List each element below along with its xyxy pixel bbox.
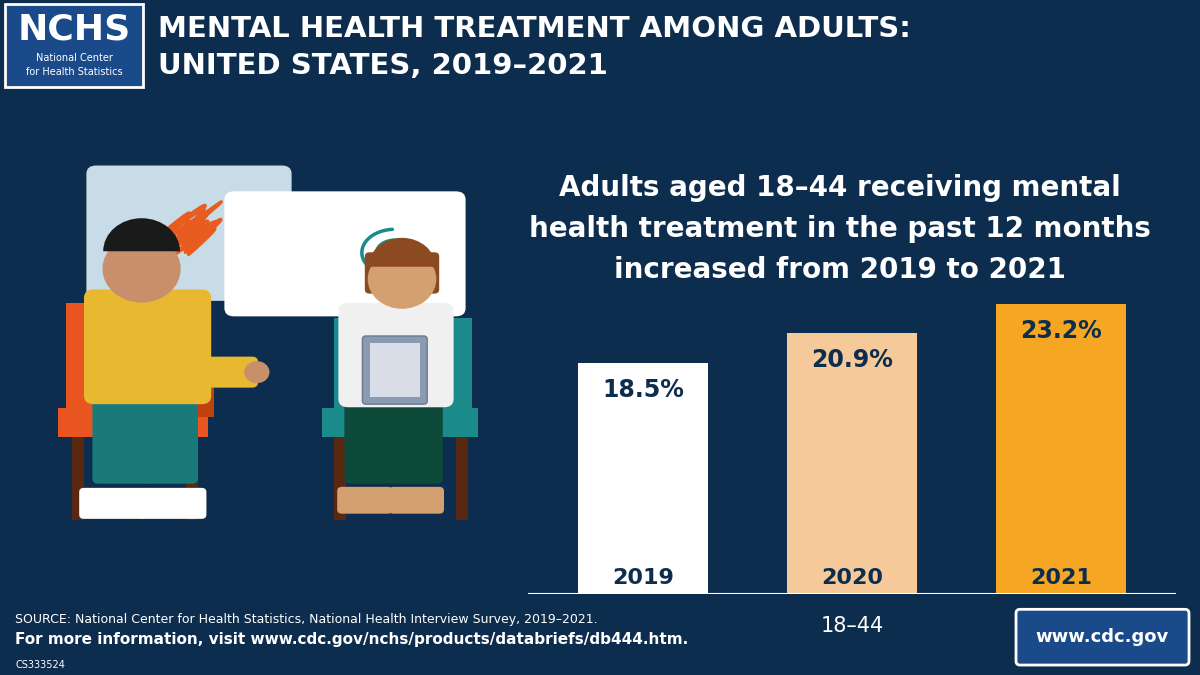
Text: Adults aged 18–44 receiving mental
health treatment in the past 12 months
increa: Adults aged 18–44 receiving mental healt… [529,173,1151,284]
FancyBboxPatch shape [84,290,211,404]
Bar [334,437,346,520]
FancyBboxPatch shape [224,191,466,317]
Text: MENTAL HEALTH TREATMENT AMONG ADULTS:: MENTAL HEALTH TREATMENT AMONG ADULTS: [158,15,911,43]
Text: 2020: 2020 [821,568,883,588]
Text: NCHS: NCHS [17,12,131,46]
FancyBboxPatch shape [338,303,454,407]
FancyBboxPatch shape [140,383,198,484]
Text: For more information, visit www.cdc.gov/nchs/products/databriefs/db444.htm.: For more information, visit www.cdc.gov/… [14,632,689,647]
FancyBboxPatch shape [389,487,444,514]
Text: www.cdc.gov: www.cdc.gov [1036,628,1169,646]
Circle shape [368,250,436,308]
Text: UNITED STATES, 2019–2021: UNITED STATES, 2019–2021 [158,52,608,80]
Bar [322,408,478,437]
Wedge shape [368,238,436,267]
FancyBboxPatch shape [362,336,427,404]
Bar [72,437,84,520]
Text: 2021: 2021 [1030,568,1092,588]
Bar [996,304,1126,594]
Text: National Center
for Health Statistics: National Center for Health Statistics [25,53,122,77]
FancyBboxPatch shape [92,383,150,484]
Bar [334,319,472,437]
Bar [5,4,143,87]
FancyBboxPatch shape [365,252,439,294]
Bar [186,437,198,520]
FancyBboxPatch shape [1016,610,1189,665]
Text: 2019: 2019 [612,568,674,588]
Text: CS333524: CS333524 [14,660,65,670]
FancyBboxPatch shape [86,165,292,301]
FancyBboxPatch shape [79,488,146,519]
Text: 20.9%: 20.9% [811,348,893,372]
Text: 18.5%: 18.5% [602,378,684,402]
FancyBboxPatch shape [139,488,206,519]
Bar [58,408,208,437]
Text: SOURCE: National Center for Health Statistics, National Health Interview Survey,: SOURCE: National Center for Health Stati… [14,613,598,626]
Bar [456,437,468,520]
Polygon shape [120,290,162,321]
Bar [66,303,198,437]
Text: 23.2%: 23.2% [1020,319,1102,343]
Bar [370,343,420,397]
Bar [787,333,917,594]
FancyBboxPatch shape [344,393,397,484]
Circle shape [245,362,269,383]
Wedge shape [103,218,180,251]
FancyBboxPatch shape [390,393,443,484]
FancyBboxPatch shape [337,487,392,514]
Text: 18–44: 18–44 [821,616,883,637]
Circle shape [103,236,180,302]
Bar [578,362,708,594]
Polygon shape [390,306,432,334]
Bar [192,375,214,416]
FancyBboxPatch shape [186,356,258,387]
